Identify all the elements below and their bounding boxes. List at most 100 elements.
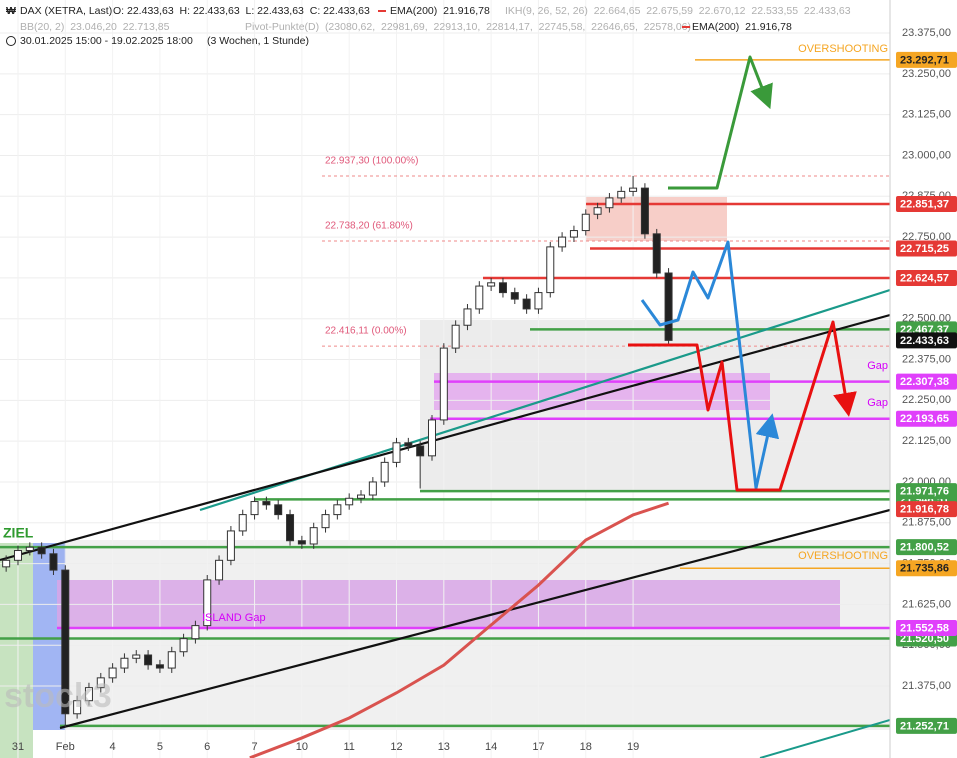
candle-body (368, 481, 377, 496)
scenarios (628, 55, 857, 492)
y-tick-label: 22.250,00 (902, 394, 951, 406)
candle-body (569, 230, 578, 238)
candle-body (640, 187, 649, 235)
x-tick-label: 18 (580, 741, 592, 753)
annotation: ISLAND Gap (202, 612, 266, 624)
x-tick-label: 13 (438, 741, 450, 753)
x-tick-label: 19 (627, 741, 639, 753)
candle-body (451, 324, 460, 349)
zone (33, 543, 66, 730)
candle-body (155, 664, 164, 669)
candles (2, 175, 673, 758)
ohlc: O: 22.433,63 H: 22.433,63 L: 22.433,63 C… (113, 5, 370, 17)
candle-body (498, 282, 507, 294)
annotation: Gap (867, 397, 888, 409)
y-tick-label: 23.250,00 (902, 68, 951, 80)
candle-body (286, 514, 295, 542)
candle-body (49, 553, 58, 571)
price-label: 21.971,76 (900, 486, 949, 498)
y-tick-label: 22.750,00 (902, 231, 951, 243)
y-tick-label: 23.125,00 (902, 109, 951, 121)
fib-label: 22.416,11 (0.00%) (325, 326, 407, 337)
price-label: 21.800,52 (900, 541, 949, 553)
y-tick-label: 22.375,00 (902, 353, 951, 365)
candle-body (558, 236, 567, 248)
price-label-box (896, 373, 957, 390)
candle-body (392, 442, 401, 463)
y-tick-label: 22.125,00 (902, 435, 951, 447)
candle-body (274, 504, 283, 516)
price-label: 21.916,78 (900, 504, 949, 516)
candle-body (664, 272, 673, 341)
price-label-box (896, 410, 957, 427)
background-zones (0, 197, 890, 758)
price-label-box (896, 560, 957, 577)
price-label: 22.851,37 (900, 198, 949, 210)
candle-body (522, 298, 531, 310)
price-label: 22.715,25 (900, 243, 949, 255)
candle-body (25, 546, 34, 552)
candle-body (226, 530, 235, 561)
clock-icon (6, 36, 16, 46)
bull-scenario (668, 55, 773, 190)
candle-body (13, 550, 22, 561)
candle-body (144, 654, 153, 666)
candle-body (546, 246, 555, 294)
price-label-box (896, 717, 957, 734)
island-gap-zone (57, 580, 840, 627)
x-tick-label: 14 (485, 741, 497, 753)
indicator: BB(20, 2) 23.046,20 22.713,85 (20, 21, 170, 33)
candle-body (475, 285, 484, 310)
price-labels: 23.292,71 22.851,37 22.715,25 22.624,57 22.4… (896, 51, 957, 734)
candle-body (215, 559, 224, 581)
price-label-box (896, 270, 957, 287)
candle-body (96, 677, 105, 689)
candle-body (404, 442, 413, 447)
indicator: EMA(200) 21.916,78 (692, 21, 792, 33)
candle-body (2, 559, 11, 568)
candle-body (439, 347, 448, 421)
candle-body (37, 546, 46, 555)
gap-zone (434, 373, 770, 410)
candle-body (652, 233, 661, 274)
price-label: 23.292,71 (900, 54, 949, 66)
candle-body (179, 638, 188, 653)
candle-body (120, 657, 129, 669)
price-label: 21.552,58 (900, 622, 949, 634)
fib-label: 22.937,30 (100.00%) (325, 156, 418, 167)
ema-line (249, 501, 670, 758)
candle-body (309, 527, 318, 545)
price-label: 22.193,65 (900, 413, 949, 425)
candle-body (132, 654, 141, 659)
price-label-box (896, 332, 957, 349)
annotation: OVERSHOOTING (798, 550, 888, 562)
indicator: EMA(200) 21.916,78 (390, 5, 490, 17)
indicator: IKH(9, 26, 52, 26) 22.664,65 22.675,59 2… (505, 5, 851, 17)
price-label-box (896, 51, 957, 68)
candle-body (357, 494, 366, 499)
price-label: 21.735,86 (900, 563, 949, 575)
x-tick-label: 6 (204, 741, 210, 753)
annotation: Gap (867, 360, 888, 372)
annotation: OVERSHOOTING (798, 43, 888, 55)
price-label-box (896, 539, 957, 556)
trendline (59, 508, 890, 730)
candle-body (84, 687, 93, 702)
price-label-box (896, 483, 957, 500)
price-label-box (896, 620, 957, 637)
candle-body (297, 540, 306, 545)
candle-body (61, 569, 70, 715)
candle-body (191, 625, 200, 640)
interval: (3 Wochen, 1 Stunde) (207, 35, 309, 47)
price-label: 22.624,57 (900, 272, 949, 284)
base-scenario (640, 240, 780, 490)
candle-body (510, 292, 519, 300)
candle-body (238, 514, 247, 532)
candle-body (73, 700, 82, 715)
price-label: 22.433,63 (900, 335, 949, 347)
x-tick-label: 11 (343, 741, 354, 753)
x-tick-label: 5 (157, 741, 163, 753)
fib-label: 22.738,20 (61.80%) (325, 221, 413, 232)
x-tick-label: 10 (296, 741, 308, 753)
